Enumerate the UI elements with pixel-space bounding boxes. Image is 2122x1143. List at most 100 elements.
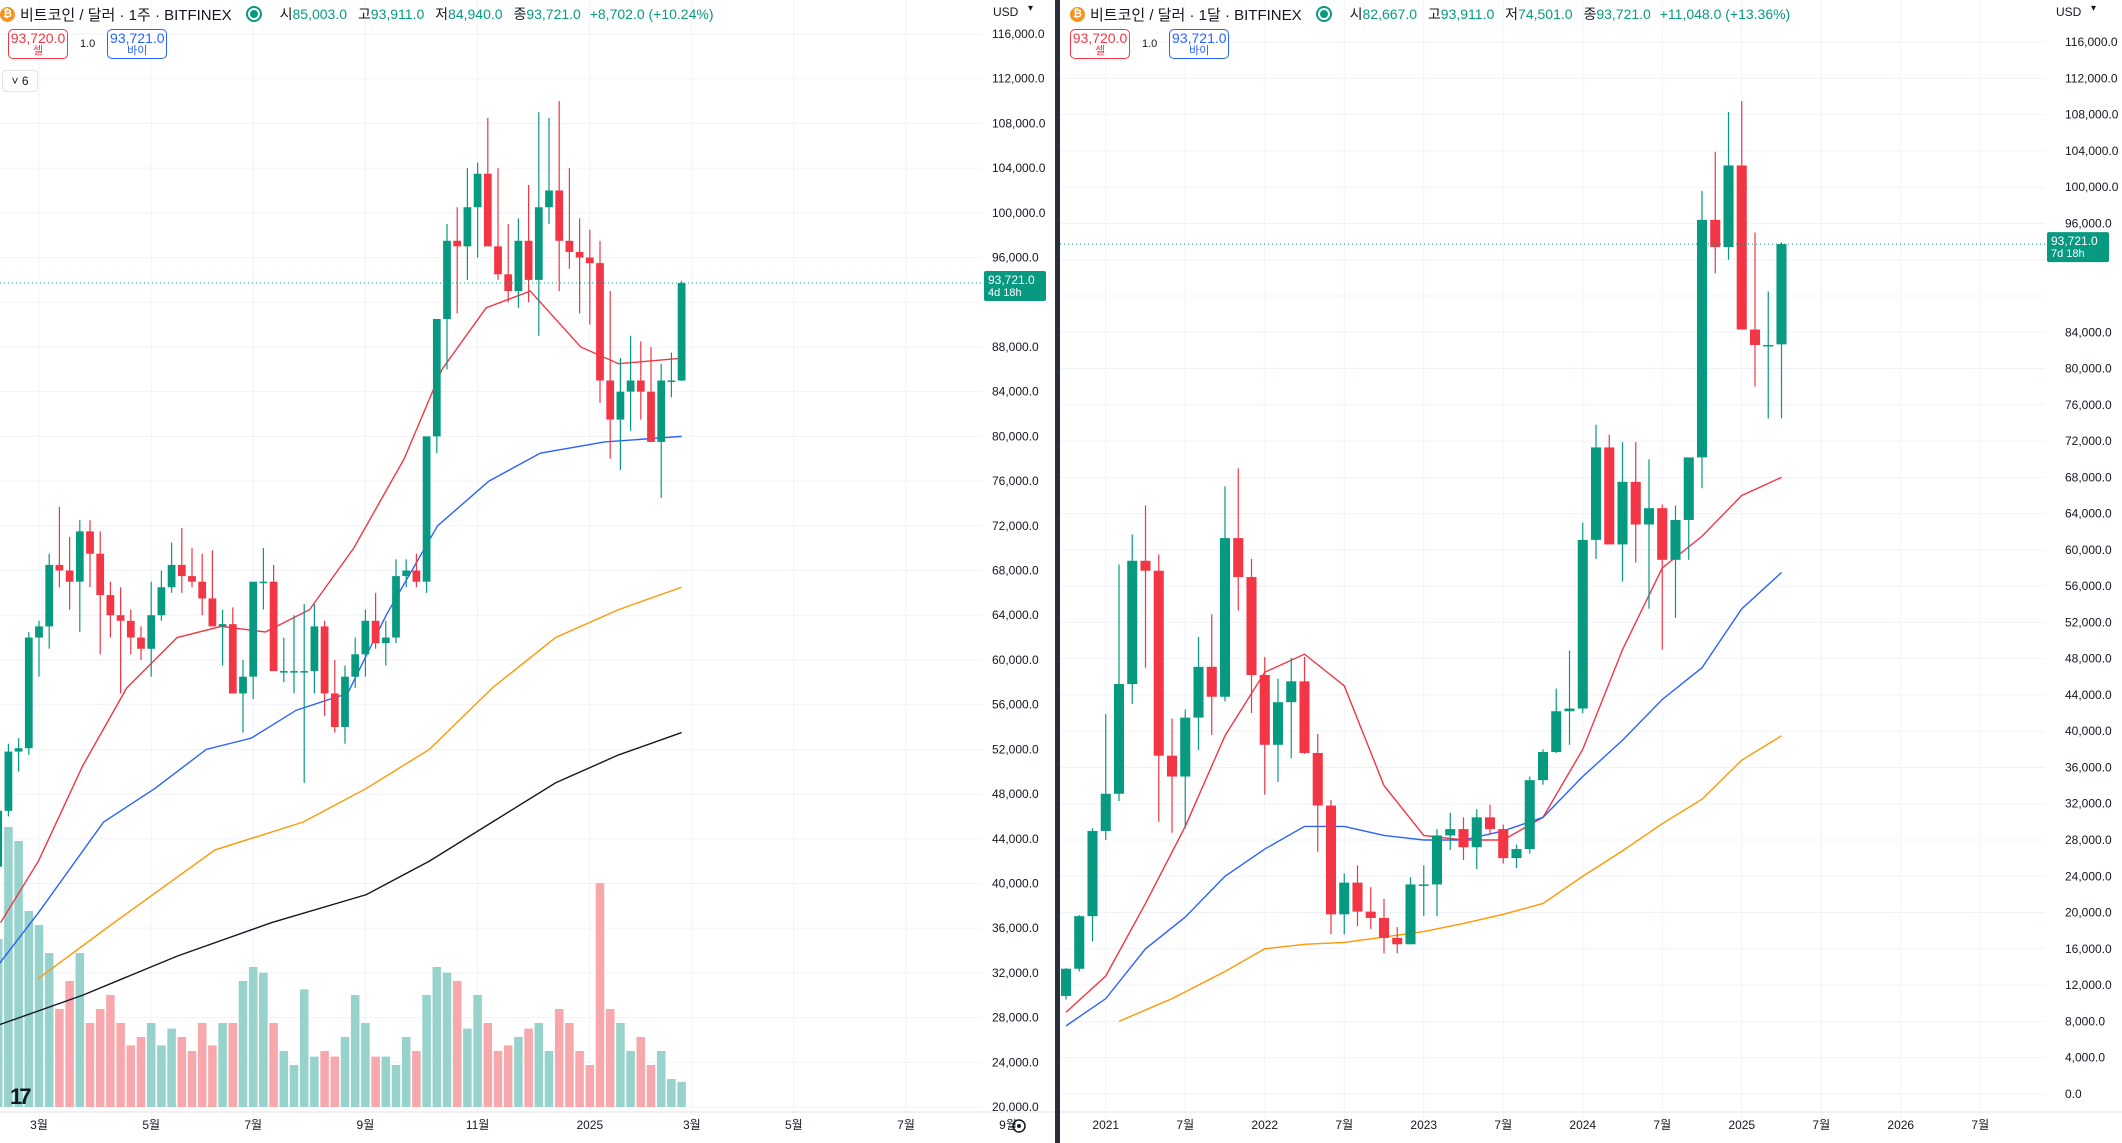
volume-bar (136, 1037, 146, 1107)
y-tick-label: 56,000.0 (992, 698, 1039, 712)
y-tick-label: 84,000.0 (992, 385, 1039, 399)
y-tick-label: 60,000.0 (992, 653, 1039, 667)
gear-icon (1012, 1119, 1026, 1133)
candle-body (1643, 508, 1655, 525)
x-tick-label: 7월 (1176, 1118, 1194, 1132)
volume-bar (228, 1023, 238, 1107)
candle-body (1074, 916, 1085, 969)
open-value: 85,003.0 (292, 6, 348, 22)
candle-body (1339, 882, 1350, 915)
currency-selector[interactable]: USD ▾ (2050, 3, 2106, 21)
y-tick-label: 108,000.0 (2065, 108, 2119, 122)
market-status-icon[interactable] (1317, 8, 1330, 20)
volume-bar (320, 1051, 329, 1107)
candle-body (1352, 882, 1363, 912)
candle-body (167, 564, 176, 588)
volume-bar (361, 1023, 370, 1107)
y-tick-label: 96,000.0 (2065, 216, 2112, 230)
candle-body (65, 570, 74, 582)
candle-body (463, 207, 472, 247)
volume-bar (310, 1056, 319, 1107)
sell-button[interactable]: 93,720.0 셀 (8, 29, 68, 59)
volume-bar (422, 995, 431, 1107)
moving-average-line (38, 586, 682, 980)
candle-body (1246, 577, 1257, 675)
weekly-chart-pane[interactable]: 20,000.0 24,000.0 28,000.0 32,000.0 36,000.0… (0, 0, 1055, 1143)
chevron-down-icon: ▾ (2090, 3, 2096, 14)
candle-body (1100, 793, 1111, 831)
buy-button[interactable]: 93,721.0 바이 (1169, 29, 1230, 59)
market-status-icon[interactable] (247, 8, 260, 20)
candle-body (218, 624, 227, 627)
volume-bar (432, 967, 442, 1107)
candle-body (1431, 835, 1443, 885)
candle-body (106, 595, 115, 616)
candle-body (443, 240, 451, 320)
y-tick-label: 36,000.0 (992, 921, 1039, 935)
x-tick-label: 2026 (1887, 1118, 1914, 1132)
buy-button[interactable]: 93,721.0 바이 (107, 29, 168, 59)
y-tick-label: 16,000.0 (2065, 942, 2112, 956)
pane-divider[interactable] (1055, 0, 1060, 1143)
bitcoin-icon: ₿ (0, 6, 15, 22)
candle-body (677, 283, 686, 381)
ohlc-values: 시82,667.0 고93,911.0 저74,501.0 종93,721.0 … (1349, 6, 1791, 22)
candle-body (228, 624, 237, 694)
candle-body (1392, 937, 1403, 945)
candle-body (1498, 829, 1509, 859)
volume-bar (503, 1045, 513, 1107)
candle-body (1710, 219, 1721, 248)
volume-bar (575, 1051, 584, 1107)
candle-body (422, 436, 431, 582)
price-axis (982, 0, 1055, 1143)
volume-bar (146, 1023, 156, 1107)
y-tick-label: 100,000.0 (2065, 180, 2119, 194)
candle-body (1286, 681, 1297, 703)
x-tick-label: 5월 (785, 1118, 803, 1132)
symbol-title[interactable]: 비트코인 / 달러 · 1달 · BITFINEX (1090, 6, 1302, 24)
y-tick-label: 72,000.0 (2065, 434, 2112, 448)
y-tick-label: 80,000.0 (992, 429, 1039, 443)
x-tick-label: 3월 (30, 1118, 48, 1132)
candle-body (1060, 968, 1072, 996)
candle-body (647, 391, 655, 442)
volume-bar (167, 1028, 176, 1107)
indicators-toggle-button[interactable]: ˅ 6 (2, 70, 38, 92)
candle-body (1233, 538, 1244, 578)
candle-body (1736, 165, 1747, 330)
currency-selector[interactable]: USD ▾ (987, 3, 1043, 21)
y-tick-label: 52,000.0 (992, 742, 1039, 756)
candle-body (1776, 244, 1787, 345)
moving-average-line (1118, 735, 1782, 1022)
countdown-label: 4d 18h (988, 287, 1022, 299)
weekly-candlestick-chart[interactable]: 20,000.0 24,000.0 28,000.0 32,000.0 36,000.0… (0, 0, 1055, 1143)
sell-button[interactable]: 93,720.0 셀 (1070, 29, 1130, 59)
monthly-chart-pane[interactable]: 0.0 4,000.0 8,000.0 12,000.0 16,000.0 20,000.… (1060, 0, 2122, 1143)
candle-body (626, 380, 635, 392)
candle-body (1630, 481, 1641, 525)
candle-body (1418, 884, 1429, 886)
candle-body (1378, 917, 1390, 938)
candle-body (402, 570, 411, 577)
volume-bar (187, 1051, 197, 1107)
low-value: 84,940.0 (448, 6, 503, 22)
symbol-title[interactable]: 비트코인 / 달러 · 1주 · BITFINEX (20, 6, 232, 24)
monthly-candlestick-chart[interactable]: 0.0 4,000.0 8,000.0 12,000.0 16,000.0 20,000.… (1060, 0, 2122, 1143)
y-tick-label: 100,000.0 (992, 206, 1046, 220)
candle-body (116, 615, 125, 621)
volume-bar (75, 953, 85, 1107)
candle-body (432, 319, 441, 437)
moving-average-line (0, 290, 682, 923)
candle-body (1206, 666, 1217, 697)
volume-bar (157, 1045, 166, 1107)
last-price-label: 93,721.0 (988, 273, 1035, 287)
y-tick-label: 60,000.0 (2065, 543, 2112, 557)
volume-bar (218, 1023, 227, 1107)
tradingview-logo[interactable]: 17 (10, 1084, 32, 1109)
open-value: 82,667.0 (1362, 6, 1418, 22)
volume-bar (483, 1023, 493, 1107)
spread-value: 1.0 (80, 38, 96, 50)
candle-body (96, 553, 105, 596)
y-tick-label: 104,000.0 (2065, 144, 2119, 158)
candle-body (341, 676, 349, 727)
